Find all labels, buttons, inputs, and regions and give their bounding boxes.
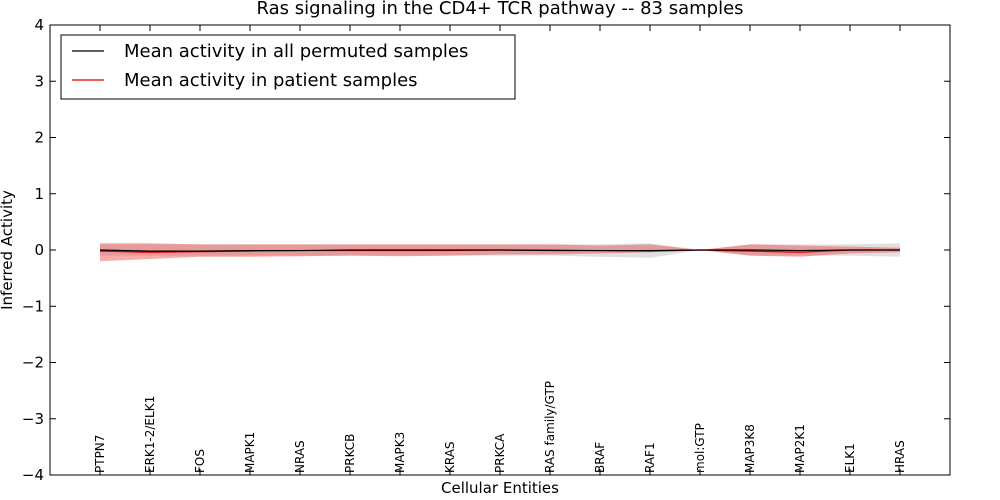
y-tick-label: 0 xyxy=(34,241,44,259)
x-tick-label: MAP2K1 xyxy=(793,424,807,473)
chart-title: Ras signaling in the CD4+ TCR pathway --… xyxy=(256,0,743,19)
y-tick-label: 2 xyxy=(34,129,44,147)
x-tick-label: RAF1 xyxy=(643,442,657,473)
x-tick-label: RAS family/GTP xyxy=(543,381,557,473)
x-axis: PTPN7 ERK1-2/ELK1 FOS MAPK1 NRAS PRKCB MAPK3 KR… xyxy=(93,25,907,475)
band-series-1 xyxy=(100,243,900,262)
y-tick-label: −2 xyxy=(22,354,44,372)
x-tick-label: PTPN7 xyxy=(93,435,107,473)
x-tick-label: ERK1-2/ELK1 xyxy=(143,396,157,473)
legend-box xyxy=(60,34,516,100)
legend: Mean activity in all permuted samples Mea… xyxy=(60,34,516,100)
y-tick-label: 1 xyxy=(34,185,44,203)
series-lines xyxy=(99,249,900,253)
y-axis-label: Inferred Activity xyxy=(0,190,16,310)
x-tick-label: BRAF xyxy=(593,442,607,473)
line-series-0 xyxy=(99,249,900,252)
x-tick-label: FOS xyxy=(193,449,207,473)
y-axis: −4 −3 −2 −1 0 1 2 3 4 xyxy=(22,16,950,484)
plot-frame xyxy=(49,24,951,476)
y-tick-label: −3 xyxy=(22,410,44,428)
y-tick-label: 4 xyxy=(34,16,44,34)
legend-label-0: Mean activity in all permuted samples xyxy=(124,41,468,62)
legend-label-1: Mean activity in patient samples xyxy=(124,70,418,91)
x-tick-label: PRKCA xyxy=(493,433,507,473)
x-tick-label: ELK1 xyxy=(843,443,857,473)
x-tick-label: mol:GTP xyxy=(693,423,707,473)
x-axis-label: Cellular Entities xyxy=(441,479,559,497)
y-tick-label: −4 xyxy=(22,466,44,484)
x-tick-label: KRAS xyxy=(443,441,457,473)
x-tick-label: PRKCB xyxy=(343,434,357,473)
x-tick-label: NRAS xyxy=(293,440,307,473)
y-tick-label: −1 xyxy=(22,297,44,315)
x-tick-label: MAP3K8 xyxy=(743,424,757,473)
y-tick-label: 3 xyxy=(34,72,44,90)
x-tick-label: HRAS xyxy=(893,440,907,473)
x-tick-label: MAPK1 xyxy=(243,432,257,473)
x-tick-label: MAPK3 xyxy=(393,432,407,473)
